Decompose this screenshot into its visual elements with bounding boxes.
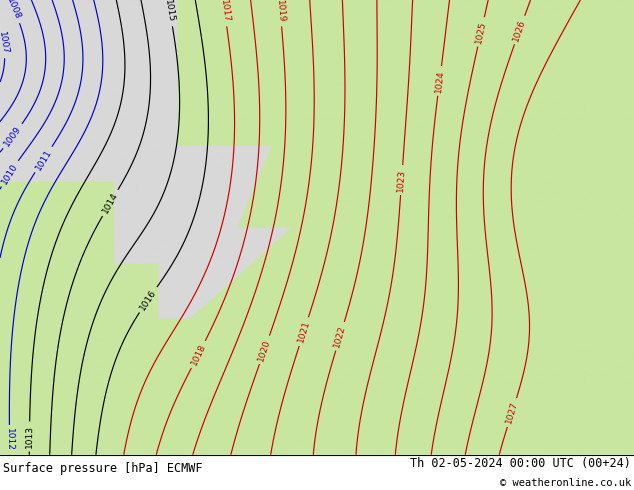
Text: 1020: 1020 [257, 338, 273, 362]
Text: 1026: 1026 [512, 18, 527, 42]
Text: 1027: 1027 [505, 400, 519, 425]
Text: 1021: 1021 [296, 319, 311, 344]
Text: 1023: 1023 [396, 169, 407, 192]
Text: 1012: 1012 [5, 428, 14, 451]
Text: 1007: 1007 [0, 31, 10, 55]
Text: 1019: 1019 [275, 0, 286, 23]
Text: 1008: 1008 [5, 0, 22, 22]
Text: 1010: 1010 [0, 161, 20, 186]
Text: 1009: 1009 [3, 124, 23, 148]
Text: 1014: 1014 [101, 191, 120, 215]
Text: 1015: 1015 [164, 0, 176, 24]
Text: 1017: 1017 [219, 0, 231, 24]
Text: © weatheronline.co.uk: © weatheronline.co.uk [500, 478, 631, 488]
Text: 1022: 1022 [333, 324, 347, 348]
Text: Surface pressure [hPa] ECMWF: Surface pressure [hPa] ECMWF [3, 463, 203, 475]
Text: Th 02-05-2024 00:00 UTC (00+24): Th 02-05-2024 00:00 UTC (00+24) [410, 457, 631, 470]
Text: 1011: 1011 [34, 147, 53, 172]
Text: 1018: 1018 [190, 342, 207, 367]
Text: 1024: 1024 [434, 69, 446, 93]
Text: 1025: 1025 [474, 20, 488, 44]
Text: 1016: 1016 [138, 288, 158, 312]
Text: 1013: 1013 [25, 425, 34, 448]
